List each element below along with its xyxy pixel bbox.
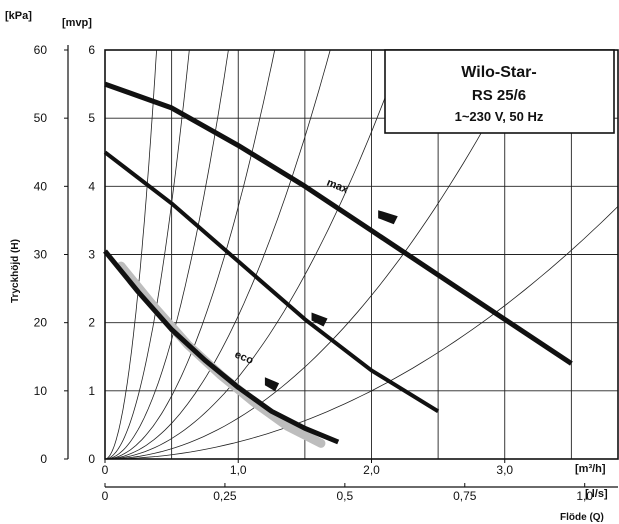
kpa-tick-label: 0 <box>40 452 47 466</box>
ls-tick-label: 0,25 <box>213 489 237 503</box>
kpa-tick-label: 20 <box>34 316 48 330</box>
ls-tick-label: 0,75 <box>453 489 477 503</box>
eco-curve-label: eco <box>233 349 255 367</box>
system-curve <box>104 49 157 460</box>
m3h-tick-label: 2,0 <box>363 463 380 477</box>
max-curve <box>104 81 573 366</box>
mvp-tick-label: 3 <box>88 248 95 262</box>
mvp-tick-label: 5 <box>88 111 95 125</box>
kpa-axis: 0 10 20 30 40 50 60 <box>34 43 68 466</box>
plot-frame <box>104 49 619 460</box>
ls-tick-label: 1,0 <box>576 489 593 503</box>
eco-range-band <box>116 261 326 448</box>
kpa-tick-label: 50 <box>34 111 48 125</box>
curve-markers <box>264 210 398 392</box>
speed-marker-icon <box>264 377 280 392</box>
x-bottom-unit: [ l/s] <box>585 488 608 500</box>
m3h-tick-label: 3,0 <box>496 463 513 477</box>
y-left-unit: [kPa] <box>5 10 32 22</box>
mvp-tick-label: 1 <box>88 384 95 398</box>
kpa-tick-label: 10 <box>34 384 48 398</box>
system-curve <box>104 49 190 460</box>
mid-curve <box>103 150 440 414</box>
speed-marker-icon <box>311 312 328 327</box>
kpa-tick-label: 40 <box>34 179 48 193</box>
title-line-1: Wilo-Star- <box>461 64 536 81</box>
mvp-tick-label: 0 <box>88 452 95 466</box>
y-right-unit: [mvp] <box>62 17 92 29</box>
ls-tick-label: 0,5 <box>337 489 354 503</box>
system-curve <box>104 206 619 460</box>
ls-tick-label: 0 <box>102 489 109 503</box>
mvp-tick-label: 6 <box>88 43 95 57</box>
system-curve <box>104 49 276 460</box>
mvp-tick-label: 2 <box>88 316 95 330</box>
x-axis-title: Flöde (Q) <box>560 512 604 523</box>
mvp-axis: 0 1 2 3 4 5 6 <box>88 43 95 466</box>
y-axis-title: Tryckhöjd (H) <box>10 239 21 303</box>
system-curve <box>104 49 331 460</box>
title-line-3: 1~230 V, 50 Hz <box>455 109 544 124</box>
kpa-tick-label: 60 <box>34 43 48 57</box>
max-curve-label: max <box>325 177 351 197</box>
system-curves <box>104 49 619 460</box>
mvp-tick-label: 4 <box>88 179 95 193</box>
eco-curve <box>103 249 340 445</box>
x-top-unit: [m³/h] <box>575 463 606 475</box>
system-curve <box>104 49 229 460</box>
m3h-tick-label: 0 <box>102 463 109 477</box>
title-box <box>384 49 615 134</box>
m3h-tick-label: 1,0 <box>230 463 247 477</box>
kpa-tick-label: 30 <box>34 248 48 262</box>
m3h-axis: 0 1,0 2,0 3,0 <box>102 459 513 477</box>
system-curve <box>104 49 404 460</box>
title-line-2: RS 25/6 <box>472 87 526 104</box>
ls-axis: 0 0,25 0,5 0,75 1,0 <box>102 483 593 503</box>
speed-marker-icon <box>378 210 398 225</box>
series-curves <box>103 81 573 448</box>
system-curve <box>104 49 527 460</box>
